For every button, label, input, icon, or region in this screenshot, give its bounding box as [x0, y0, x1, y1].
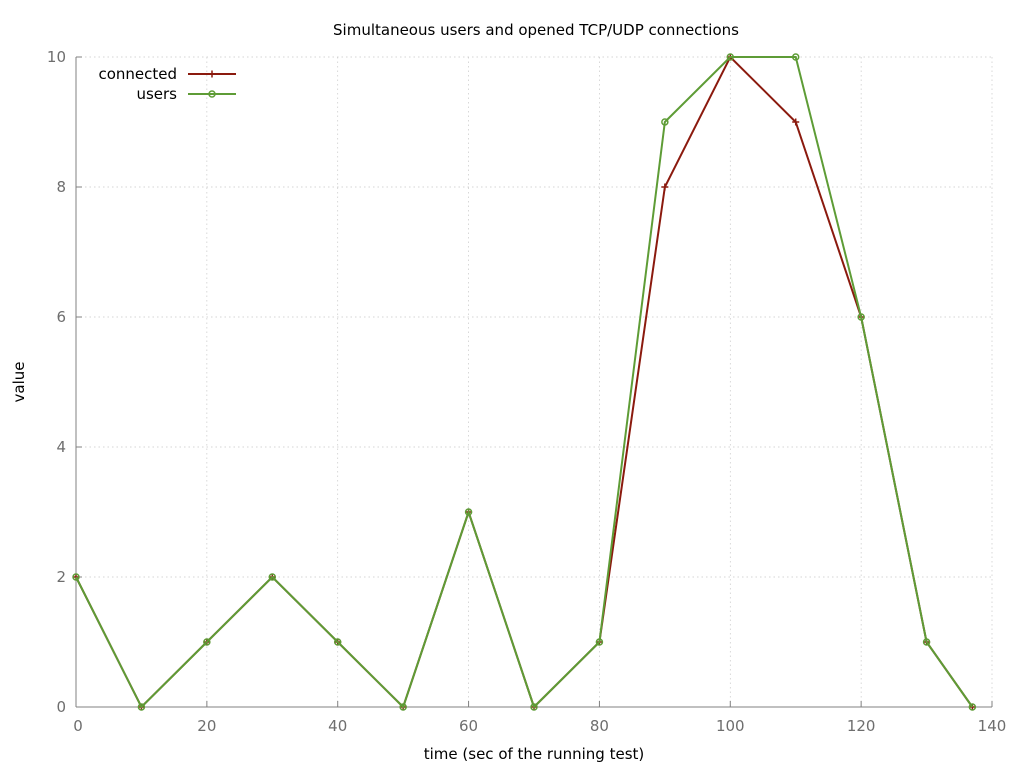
data-point-users [333, 638, 342, 646]
data-point-users [791, 53, 800, 61]
data-point-connected [792, 118, 800, 126]
x-tick-label: 80 [590, 717, 609, 735]
series-layer [72, 53, 977, 711]
data-point-users [968, 703, 977, 711]
y-tick-label: 4 [56, 438, 66, 456]
data-point-users [268, 573, 277, 581]
legend-label: users [136, 85, 177, 103]
x-tick-label: 120 [847, 717, 876, 735]
y-tick-label: 8 [56, 178, 66, 196]
data-point-users [399, 703, 407, 711]
x-tick-label: 100 [716, 717, 745, 735]
x-tick-label: 40 [328, 717, 347, 735]
x-tick-label: 20 [197, 717, 216, 735]
series-connected [72, 53, 976, 711]
series-users [72, 53, 977, 711]
y-tick-label: 10 [47, 48, 66, 66]
y-axis-label: value [10, 362, 28, 403]
legend-item-users: users [136, 85, 236, 103]
data-point-users [530, 703, 538, 711]
x-tick-label: 60 [459, 717, 478, 735]
data-point-users [464, 508, 473, 516]
y-tick-label: 2 [56, 568, 66, 586]
legend-label: connected [98, 65, 177, 83]
y-tick-label: 6 [56, 308, 66, 326]
legend-item-connected: connected [98, 65, 236, 83]
data-point-users [857, 313, 865, 321]
series-line-connected [75, 55, 974, 709]
series-line-users [75, 56, 974, 709]
x-tick-label: 140 [978, 717, 1007, 735]
data-point-connected [661, 183, 669, 191]
data-point-users [661, 118, 669, 126]
x-axis-label: time (sec of the running test) [424, 745, 645, 763]
data-point-users [72, 573, 80, 581]
grid [76, 56, 993, 707]
chart-title: Simultaneous users and opened TCP/UDP co… [333, 21, 739, 39]
legend-swatch-marker [208, 90, 216, 98]
legend: connected users [98, 65, 236, 103]
axes: 0 20 40 60 80 100 120 140 0 2 4 6 8 10 [47, 48, 1006, 735]
data-point-users [203, 638, 211, 646]
x-tick-label: 0 [73, 717, 83, 735]
legend-swatch-marker [208, 70, 216, 78]
data-point-users [726, 53, 735, 61]
y-tick-label: 0 [56, 698, 66, 716]
data-point-users [595, 638, 604, 646]
data-point-users [137, 703, 146, 711]
data-point-users [922, 638, 931, 646]
